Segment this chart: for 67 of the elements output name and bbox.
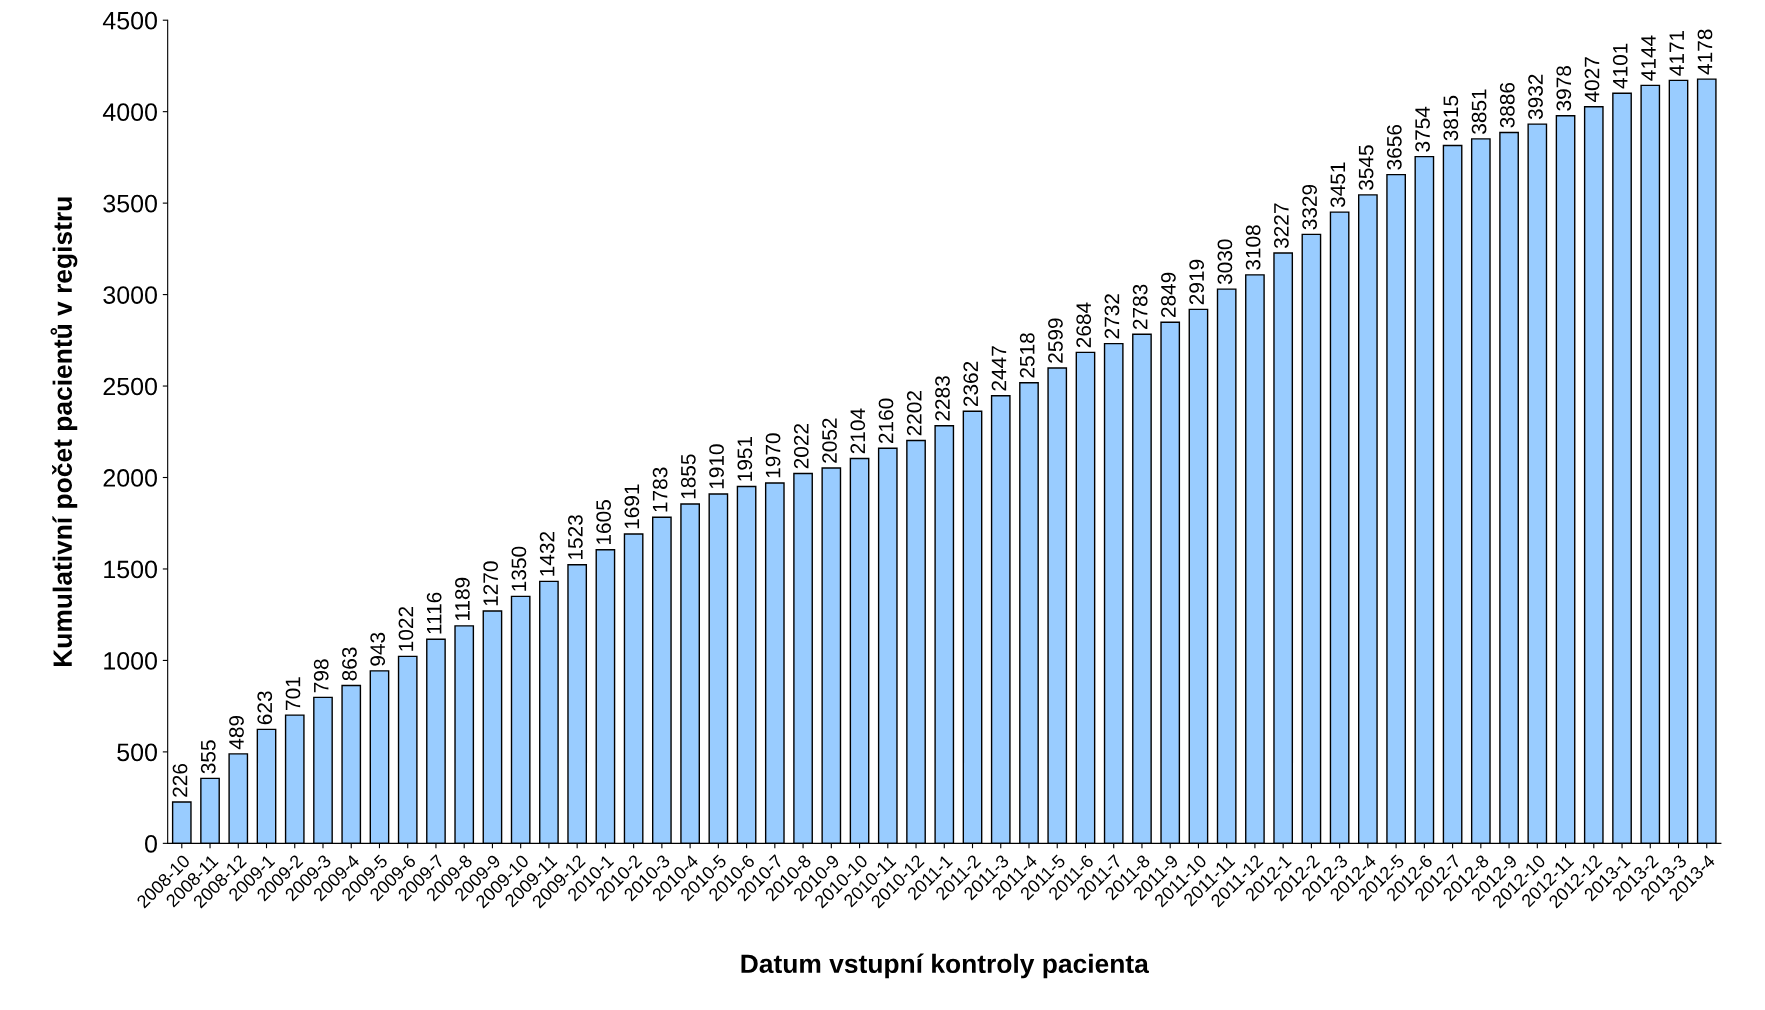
data-label: 943 [370, 632, 386, 666]
y-tick-label: 2000 [103, 469, 157, 487]
data-label: 2783 [1132, 284, 1148, 330]
data-label: 1970 [765, 433, 781, 478]
data-label: 2362 [963, 361, 979, 407]
data-label: 3227 [1273, 203, 1289, 249]
data-label: 1783 [652, 467, 668, 512]
data-label: 2052 [822, 418, 837, 463]
y-tick-label: 1000 [104, 652, 157, 670]
data-label: 4178 [1697, 29, 1713, 75]
data-label: 1270 [483, 561, 499, 606]
data-label: 1691 [624, 484, 640, 529]
data-label: 1605 [596, 500, 611, 544]
data-label: 2732 [1104, 294, 1120, 339]
data-label: 1350 [511, 546, 527, 591]
data-label: 3329 [1302, 184, 1317, 230]
y-tick-label: 4500 [102, 11, 157, 30]
data-label: 1951 [737, 436, 753, 481]
data-label: 355 [200, 740, 216, 774]
data-label: 3978 [1556, 66, 1572, 111]
data-label: 226 [172, 764, 188, 797]
data-label: 2283 [935, 376, 950, 421]
data-label: 2849 [1161, 272, 1176, 317]
y-tick-label: 2500 [103, 377, 157, 396]
data-label: 4171 [1669, 30, 1684, 76]
data-label: 2919 [1189, 259, 1205, 305]
data-label: 1523 [567, 515, 583, 559]
data-label: 1855 [680, 454, 696, 499]
data-label: 623 [257, 691, 273, 725]
data-label: 2684 [1076, 302, 1092, 348]
data-label: 2599 [1048, 318, 1063, 363]
data-label: 3886 [1499, 82, 1515, 128]
data-label: 1022 [398, 606, 414, 651]
data-label: 4101 [1612, 43, 1628, 89]
data-label: 3656 [1386, 124, 1402, 170]
data-label: 863 [342, 647, 357, 681]
y-tick-label: 3500 [103, 194, 157, 213]
data-label: 701 [285, 677, 301, 710]
data-label: 3108 [1245, 225, 1261, 270]
y-axis-title: Kumulativní počet pacientů v registru [50, 197, 78, 667]
y-tick-label: 3000 [103, 286, 157, 304]
data-label: 3754 [1415, 106, 1430, 152]
data-label: 2202 [906, 391, 922, 436]
data-label: 2160 [878, 398, 894, 444]
data-label: 1910 [709, 444, 724, 489]
data-label: 3851 [1471, 89, 1487, 134]
data-label: 3451 [1330, 162, 1346, 208]
y-tick-label: 1500 [104, 560, 157, 579]
data-label: 1189 [455, 577, 470, 621]
y-tick-label: 4000 [102, 103, 157, 121]
data-label: 2022 [793, 424, 809, 469]
data-label: 2104 [850, 408, 866, 454]
data-label: 4144 [1641, 35, 1656, 81]
x-axis-title: Datum vstupní kontroly pacienta [741, 953, 1149, 979]
data-label: 3545 [1358, 145, 1374, 190]
data-label: 2447 [991, 346, 1007, 391]
data-label: 489 [229, 715, 244, 750]
data-label: 1432 [539, 531, 555, 576]
data-label: 3030 [1217, 239, 1233, 285]
data-label: 3815 [1443, 95, 1459, 141]
data-label: 798 [313, 659, 329, 693]
data-label: 3932 [1528, 74, 1543, 120]
y-tick-label: 0 [145, 834, 157, 853]
data-label: 4027 [1584, 57, 1600, 103]
data-label: 1116 [426, 592, 442, 634]
data-label: 2518 [1019, 333, 1035, 378]
y-tick-label: 500 [117, 743, 157, 762]
